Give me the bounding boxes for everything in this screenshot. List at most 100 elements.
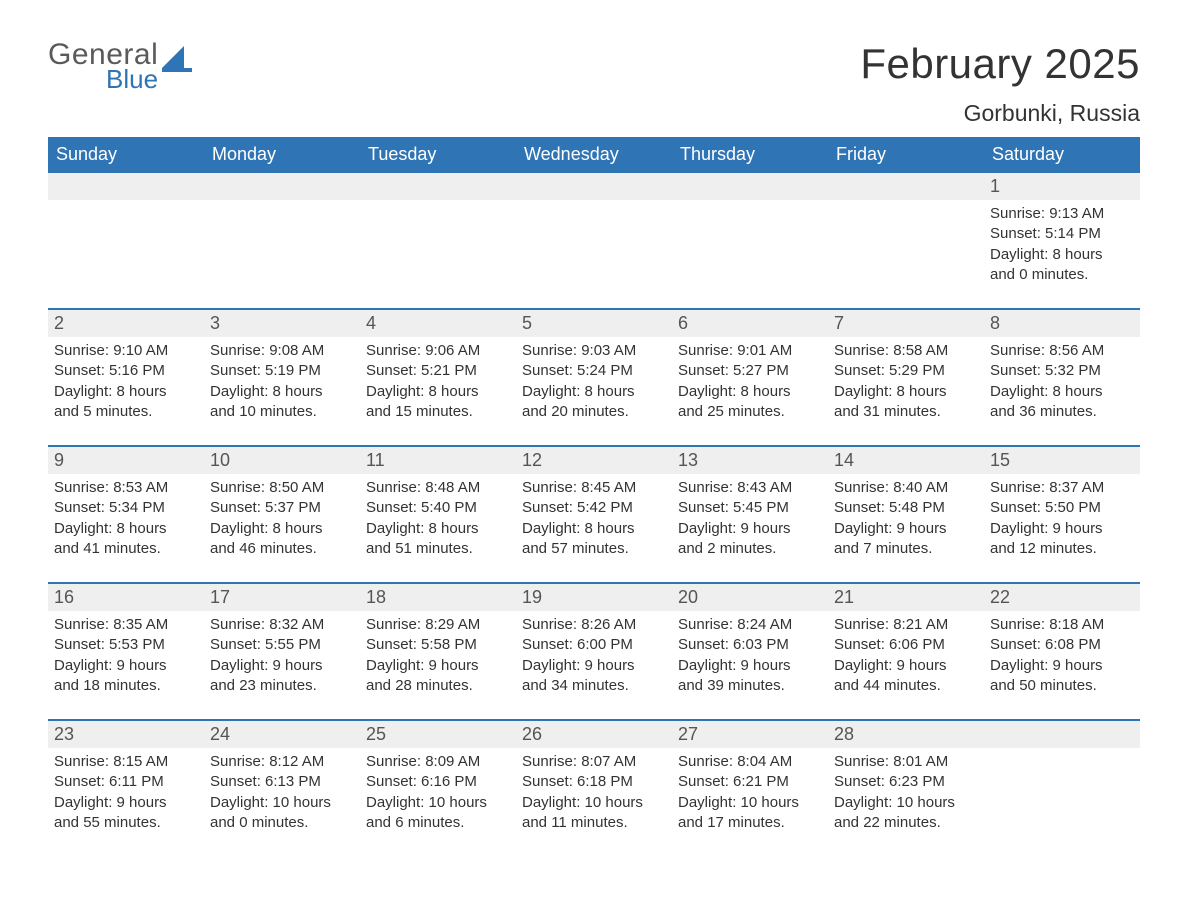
day-number	[204, 173, 360, 200]
daylight-line: and 50 minutes.	[990, 676, 1134, 696]
day-number: 20	[672, 584, 828, 611]
daylight-line: Daylight: 9 hours	[678, 519, 822, 539]
daylight-line: and 2 minutes.	[678, 539, 822, 559]
daylight-line: Daylight: 8 hours	[990, 382, 1134, 402]
daylight-line: Daylight: 8 hours	[210, 382, 354, 402]
sunrise-line: Sunrise: 8:45 AM	[522, 478, 666, 498]
daylight-line: and 7 minutes.	[834, 539, 978, 559]
sunset-line: Sunset: 6:00 PM	[522, 635, 666, 655]
daylight-line: Daylight: 10 hours	[678, 793, 822, 813]
day-number: 2	[48, 310, 204, 337]
daylight-line: and 12 minutes.	[990, 539, 1134, 559]
daylight-line: Daylight: 9 hours	[210, 656, 354, 676]
day-cell: Sunrise: 8:07 AMSunset: 6:18 PMDaylight:…	[516, 748, 672, 856]
sunrise-line: Sunrise: 8:56 AM	[990, 341, 1134, 361]
brand-sail-icon	[162, 46, 192, 77]
daylight-line: Daylight: 8 hours	[678, 382, 822, 402]
day-number: 8	[984, 310, 1140, 337]
sunset-line: Sunset: 5:14 PM	[990, 224, 1134, 244]
calendar-week: 1Sunrise: 9:13 AMSunset: 5:14 PMDaylight…	[48, 173, 1140, 308]
sunset-line: Sunset: 5:32 PM	[990, 361, 1134, 381]
day-cell: Sunrise: 9:06 AMSunset: 5:21 PMDaylight:…	[360, 337, 516, 445]
sunrise-line: Sunrise: 8:24 AM	[678, 615, 822, 635]
day-number: 4	[360, 310, 516, 337]
daylight-line: Daylight: 10 hours	[210, 793, 354, 813]
sunset-line: Sunset: 5:58 PM	[366, 635, 510, 655]
day-cell: Sunrise: 9:03 AMSunset: 5:24 PMDaylight:…	[516, 337, 672, 445]
day-number: 6	[672, 310, 828, 337]
sunset-line: Sunset: 5:48 PM	[834, 498, 978, 518]
sunrise-line: Sunrise: 8:12 AM	[210, 752, 354, 772]
day-content-row: Sunrise: 9:13 AMSunset: 5:14 PMDaylight:…	[48, 200, 1140, 308]
daylight-line: Daylight: 8 hours	[990, 245, 1134, 265]
day-cell: Sunrise: 8:26 AMSunset: 6:00 PMDaylight:…	[516, 611, 672, 719]
day-number-band: 232425262728	[48, 721, 1140, 748]
daylight-line: Daylight: 9 hours	[678, 656, 822, 676]
dow-saturday: Saturday	[984, 137, 1140, 173]
day-cell: Sunrise: 8:53 AMSunset: 5:34 PMDaylight:…	[48, 474, 204, 582]
sunset-line: Sunset: 6:23 PM	[834, 772, 978, 792]
day-number: 12	[516, 447, 672, 474]
day-cell: Sunrise: 8:24 AMSunset: 6:03 PMDaylight:…	[672, 611, 828, 719]
sunrise-line: Sunrise: 9:01 AM	[678, 341, 822, 361]
dow-thursday: Thursday	[672, 137, 828, 173]
brand-text: General Blue	[48, 40, 158, 92]
title-block: February 2025 Gorbunki, Russia	[860, 40, 1140, 127]
sunset-line: Sunset: 6:16 PM	[366, 772, 510, 792]
month-title: February 2025	[860, 40, 1140, 88]
day-cell: Sunrise: 8:40 AMSunset: 5:48 PMDaylight:…	[828, 474, 984, 582]
sunset-line: Sunset: 6:08 PM	[990, 635, 1134, 655]
sunrise-line: Sunrise: 8:15 AM	[54, 752, 198, 772]
day-cell: Sunrise: 9:13 AMSunset: 5:14 PMDaylight:…	[984, 200, 1140, 308]
daylight-line: and 10 minutes.	[210, 402, 354, 422]
day-cell: Sunrise: 8:56 AMSunset: 5:32 PMDaylight:…	[984, 337, 1140, 445]
day-number: 28	[828, 721, 984, 748]
day-number: 7	[828, 310, 984, 337]
daylight-line: and 34 minutes.	[522, 676, 666, 696]
day-number: 14	[828, 447, 984, 474]
daylight-line: and 31 minutes.	[834, 402, 978, 422]
day-cell: Sunrise: 8:09 AMSunset: 6:16 PMDaylight:…	[360, 748, 516, 856]
daylight-line: and 46 minutes.	[210, 539, 354, 559]
daylight-line: Daylight: 10 hours	[522, 793, 666, 813]
day-number-band: 9101112131415	[48, 447, 1140, 474]
day-content-row: Sunrise: 9:10 AMSunset: 5:16 PMDaylight:…	[48, 337, 1140, 445]
daylight-line: and 23 minutes.	[210, 676, 354, 696]
sunrise-line: Sunrise: 8:21 AM	[834, 615, 978, 635]
sunrise-line: Sunrise: 9:03 AM	[522, 341, 666, 361]
daylight-line: Daylight: 9 hours	[990, 656, 1134, 676]
day-number	[984, 721, 1140, 748]
dow-tuesday: Tuesday	[360, 137, 516, 173]
daylight-line: Daylight: 8 hours	[834, 382, 978, 402]
day-cell: Sunrise: 8:18 AMSunset: 6:08 PMDaylight:…	[984, 611, 1140, 719]
daylight-line: and 0 minutes.	[990, 265, 1134, 285]
sunrise-line: Sunrise: 8:32 AM	[210, 615, 354, 635]
sunrise-line: Sunrise: 8:37 AM	[990, 478, 1134, 498]
day-cell: Sunrise: 8:37 AMSunset: 5:50 PMDaylight:…	[984, 474, 1140, 582]
day-number: 25	[360, 721, 516, 748]
sunset-line: Sunset: 6:21 PM	[678, 772, 822, 792]
day-cell: Sunrise: 8:01 AMSunset: 6:23 PMDaylight:…	[828, 748, 984, 856]
sunrise-line: Sunrise: 9:10 AM	[54, 341, 198, 361]
sunrise-line: Sunrise: 8:48 AM	[366, 478, 510, 498]
day-cell: Sunrise: 9:10 AMSunset: 5:16 PMDaylight:…	[48, 337, 204, 445]
sunrise-line: Sunrise: 9:06 AM	[366, 341, 510, 361]
sunset-line: Sunset: 5:42 PM	[522, 498, 666, 518]
sunset-line: Sunset: 5:29 PM	[834, 361, 978, 381]
daylight-line: and 25 minutes.	[678, 402, 822, 422]
sunrise-line: Sunrise: 8:40 AM	[834, 478, 978, 498]
day-number: 22	[984, 584, 1140, 611]
day-number: 27	[672, 721, 828, 748]
calendar-week: 16171819202122Sunrise: 8:35 AMSunset: 5:…	[48, 582, 1140, 719]
sunrise-line: Sunrise: 8:01 AM	[834, 752, 978, 772]
daylight-line: and 41 minutes.	[54, 539, 198, 559]
sunset-line: Sunset: 5:21 PM	[366, 361, 510, 381]
daylight-line: and 11 minutes.	[522, 813, 666, 833]
day-cell: Sunrise: 8:32 AMSunset: 5:55 PMDaylight:…	[204, 611, 360, 719]
calendar-week: 232425262728Sunrise: 8:15 AMSunset: 6:11…	[48, 719, 1140, 856]
dow-monday: Monday	[204, 137, 360, 173]
daylight-line: Daylight: 8 hours	[54, 519, 198, 539]
daylight-line: and 0 minutes.	[210, 813, 354, 833]
sunrise-line: Sunrise: 8:26 AM	[522, 615, 666, 635]
day-cell: Sunrise: 8:04 AMSunset: 6:21 PMDaylight:…	[672, 748, 828, 856]
